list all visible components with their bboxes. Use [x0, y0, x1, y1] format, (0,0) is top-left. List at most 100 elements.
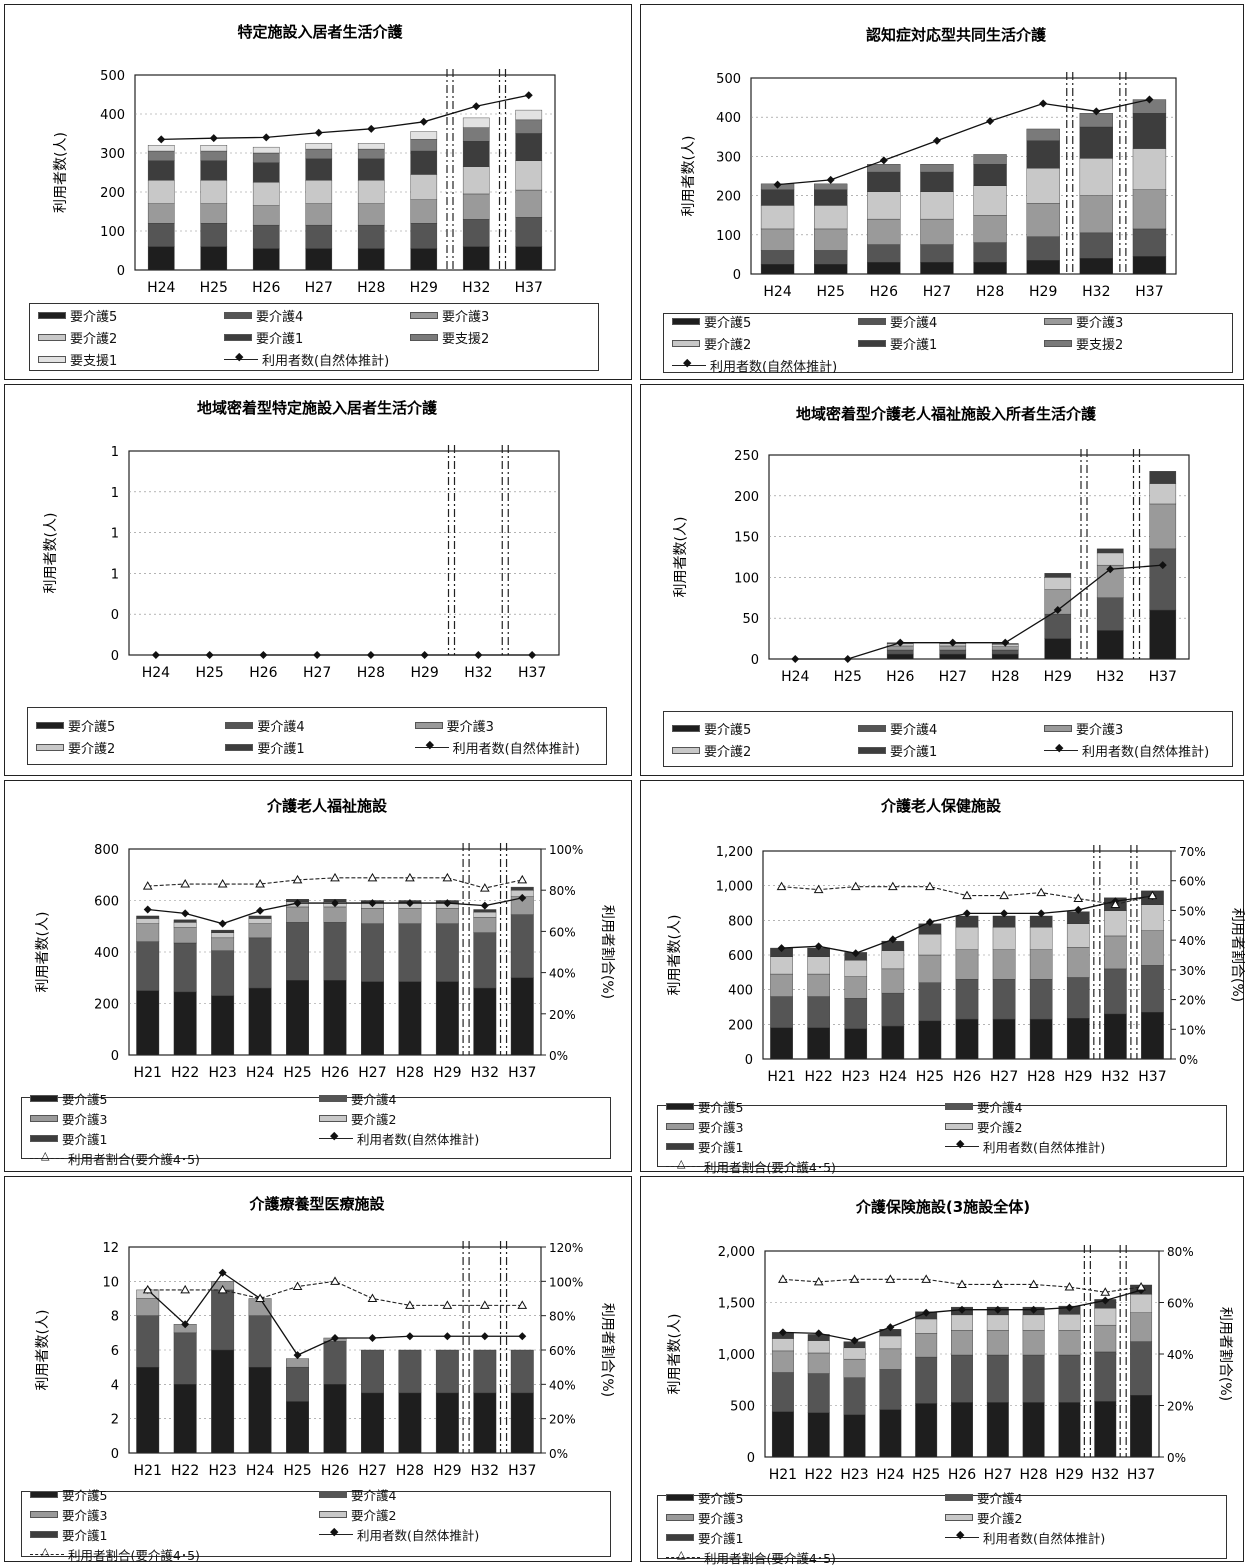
users-point — [480, 901, 489, 910]
bar-segment — [1079, 258, 1113, 275]
users-point — [958, 1305, 966, 1314]
bar-segment — [200, 150, 228, 162]
y-tick-label: 1 — [111, 445, 119, 460]
x-tick-label: H28 — [1027, 1069, 1055, 1085]
legend-item: 要支援1 — [38, 350, 218, 369]
users-line — [161, 94, 529, 140]
legend-swatch — [945, 1513, 973, 1521]
ratio-point — [330, 1276, 340, 1285]
bar-segment — [992, 979, 1016, 1020]
bar-segment — [248, 1366, 272, 1454]
y-tick-label: 8 — [111, 1310, 119, 1325]
users-point — [1053, 606, 1062, 615]
y2-tick-label: 30% — [1179, 964, 1206, 978]
bar-segment — [1044, 577, 1072, 590]
x-tick-label: H28 — [991, 669, 1019, 685]
users-point — [963, 909, 971, 918]
ratio-line — [147, 1280, 523, 1306]
legend-item: 要介護2 — [38, 328, 218, 347]
bar-segment — [1058, 1314, 1081, 1331]
users-point — [850, 1336, 859, 1345]
legend-item: 要介護3 — [30, 1109, 313, 1128]
ratio-point — [142, 881, 153, 890]
legend-label: 要介護1 — [256, 331, 304, 347]
users-point — [405, 1332, 414, 1341]
legend-label: 要介護5 — [698, 1490, 744, 1506]
legend-label: 要介護4 — [257, 719, 305, 735]
users-point — [209, 134, 218, 143]
legend-item: 利用者割合(要介護4･5) — [30, 1149, 313, 1168]
legend-item: 要介護1 — [225, 738, 408, 757]
bar-segment — [939, 653, 967, 660]
bar-segment — [807, 973, 830, 997]
bar-segment — [986, 1354, 1009, 1403]
legend-item: 要介護2 — [319, 1109, 602, 1128]
triangle-line-icon — [30, 1149, 64, 1164]
users-point — [791, 655, 800, 663]
bar-segment — [248, 987, 272, 1056]
bar-segment — [760, 250, 795, 265]
chart-title: 介護老人福祉施設 — [266, 797, 388, 815]
users-point — [1037, 909, 1046, 918]
bar-segment — [248, 937, 272, 989]
legend-swatch — [38, 333, 66, 341]
y2-tick-label: 80% — [1167, 1245, 1194, 1259]
legend-label: 要介護4 — [890, 315, 938, 331]
bar-segment — [147, 203, 175, 224]
y-tick-label: 800 — [728, 914, 753, 929]
ratio-point — [957, 1279, 967, 1288]
bar-segment — [515, 109, 543, 121]
users-point — [778, 1328, 787, 1337]
y2-tick-label: 60% — [1167, 1297, 1194, 1311]
legend-label: 利用者数(自然体推計) — [983, 1139, 1106, 1155]
y2-tick-label: 0% — [1167, 1451, 1186, 1465]
users-point — [1158, 561, 1167, 570]
legend-label: 利用者数(自然体推計) — [710, 359, 838, 375]
x-tick-label: H27 — [923, 284, 951, 300]
users-line — [777, 98, 1150, 186]
legend-item: 要介護1 — [30, 1129, 313, 1148]
legend-swatch — [319, 1510, 347, 1518]
y-tick-label: 1 — [111, 567, 119, 582]
legend-label: 要介護3 — [1076, 722, 1124, 738]
legend-swatch — [38, 311, 66, 319]
legend-swatch — [225, 721, 254, 729]
bar-segment — [1132, 189, 1167, 230]
bar-segment — [1079, 232, 1113, 259]
bar-segment — [147, 150, 175, 162]
legend-item: 要介護4 — [858, 312, 1038, 331]
chart-panel-hoken: 介護老人保健施設 利用者数(人) 0 200 400 600 800 1,000 1,200 0%… — [640, 780, 1245, 1175]
ratio-point — [962, 890, 972, 900]
legend-swatch — [858, 746, 886, 754]
x-tick-label: H37 — [1135, 284, 1163, 300]
bar-segment — [807, 1373, 830, 1413]
bar-segment — [867, 171, 901, 192]
users-point — [157, 135, 166, 144]
bar-segment — [1029, 1018, 1053, 1060]
y-tick-label: 0 — [111, 1049, 119, 1064]
bar-segment — [814, 228, 848, 251]
legend-swatch — [38, 355, 66, 363]
bar-segment — [515, 217, 543, 247]
legend-swatch — [36, 743, 64, 751]
bar-segment — [1026, 140, 1060, 169]
legend-label: 要介護1 — [890, 337, 938, 353]
bar-segment — [200, 160, 228, 181]
bar-segment — [1094, 1324, 1117, 1353]
y-tick-label: 300 — [716, 150, 741, 165]
legend-item: 要介護2 — [945, 1508, 1218, 1527]
bar-segment — [462, 193, 490, 220]
triangle-line-icon — [30, 1545, 64, 1560]
x-tick-label: H26 — [948, 1467, 976, 1483]
bar-segment — [1130, 1294, 1153, 1314]
bar-segment — [991, 653, 1019, 660]
bar-segment — [248, 915, 272, 919]
bar-segment — [286, 922, 309, 981]
legend-swatch — [30, 1114, 58, 1122]
chart-legend: 要介護5 要介護4 要介護3 要介護2 要介護1 利用者数(自然体推計) 利用者割合(要介護… — [21, 1488, 611, 1563]
chart-title: 介護療養型医療施設 — [248, 1195, 385, 1213]
bar-segment — [147, 246, 175, 271]
bar-segment — [807, 1027, 830, 1060]
